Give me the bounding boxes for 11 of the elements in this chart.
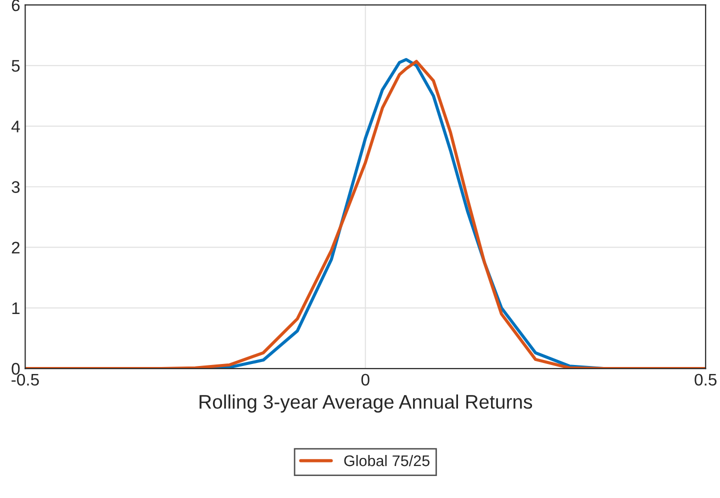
x-tick-label: -0.5: [12, 374, 39, 386]
legend-label: Global 75/25: [344, 454, 430, 466]
x-tick-label: 0: [361, 374, 370, 386]
y-tick-label: 3: [12, 181, 20, 193]
y-tick-label: 0: [12, 362, 20, 375]
y-tick-label: 4: [11, 120, 20, 132]
y-tick-label: 2: [12, 242, 20, 254]
y-tick-label: 5: [12, 60, 20, 72]
x-axis-title: Rolling 3-year Average Annual Returns: [200, 394, 532, 413]
x-tick-label: 0.5: [694, 374, 716, 386]
y-tick-label: 1: [12, 302, 20, 314]
